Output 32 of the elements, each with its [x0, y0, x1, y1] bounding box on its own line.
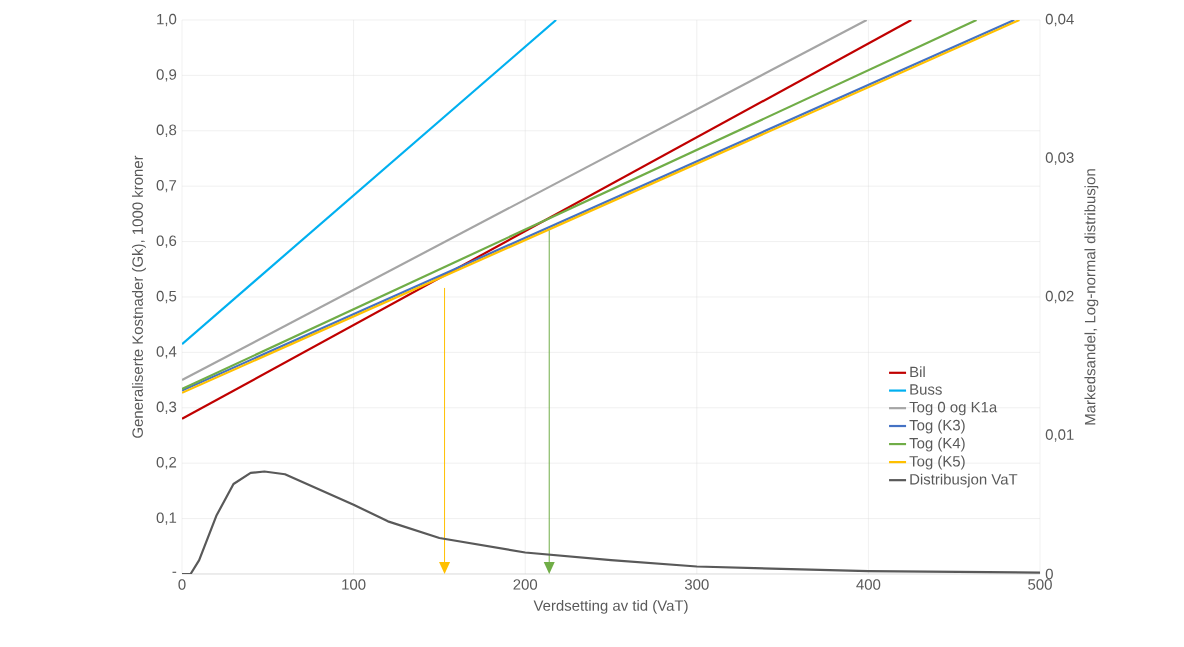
y-tick-label: 0,8 — [156, 124, 177, 137]
y2-tick-label: 0,01 — [1045, 429, 1074, 442]
legend-label: Tog (K4) — [909, 437, 965, 452]
y-tick-label: 0,3 — [156, 401, 177, 414]
legend-label: Tog 0 og K1a — [909, 401, 998, 416]
y-tick-label: 1,0 — [157, 13, 177, 27]
x-tick-label: 0 — [178, 579, 186, 590]
x-axis-title: Verdsetting av tid (VaT) — [533, 599, 688, 614]
x-tick-label: 500 — [1028, 579, 1052, 590]
y2-tick-label: 0 — [1045, 568, 1053, 580]
x-tick-label: 200 — [513, 579, 538, 590]
y-tick-label: 0,2 — [156, 457, 177, 470]
legend-label: Tog (K5) — [909, 455, 965, 470]
y-axis-title: Generaliserte Kostnader (Gk), 1000 kroner — [131, 155, 146, 438]
y-tick-label: - — [172, 571, 177, 573]
y-tick-label: 0,6 — [156, 235, 177, 248]
x-tick-label: 400 — [856, 579, 881, 590]
y-tick-label: 0,5 — [156, 290, 177, 304]
y-tick-label: 0,1 — [156, 512, 177, 525]
legend-label: Buss — [910, 384, 942, 395]
y2-axis-title: Markedsandel, Log-normal distribusjon — [1084, 169, 1099, 425]
y2-tick-label: 0,03 — [1045, 152, 1074, 165]
x-tick-label: 300 — [684, 579, 709, 590]
legend-label: Bil — [910, 366, 925, 378]
y2-tick-label: 0,04 — [1045, 13, 1074, 27]
legend-label: Tog (K3) — [909, 419, 965, 434]
legend-label: Distribusjon VaT — [910, 473, 1018, 488]
x-tick-label: 100 — [342, 579, 366, 590]
y-tick-label: 0,9 — [156, 69, 177, 82]
y2-tick-label: 0,02 — [1045, 290, 1074, 304]
y-tick-label: 0,4 — [156, 346, 177, 359]
y-tick-label: 0,7 — [156, 180, 177, 193]
